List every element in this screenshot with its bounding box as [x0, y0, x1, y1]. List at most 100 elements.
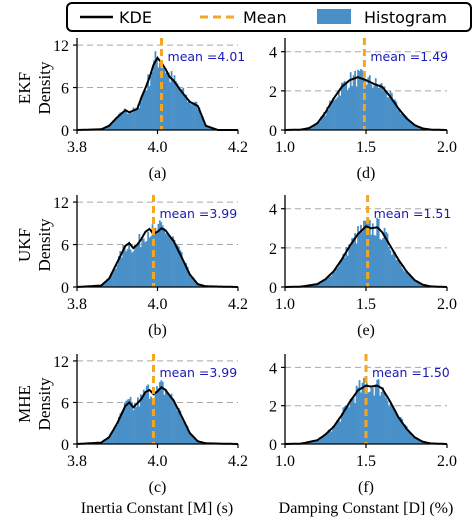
histogram-bar	[176, 83, 179, 130]
histogram-bar	[134, 109, 136, 130]
histogram-bar	[363, 377, 365, 444]
histogram-bar	[197, 441, 199, 444]
histogram-bar	[407, 273, 410, 287]
histogram-bar	[320, 436, 323, 444]
y-tick-label: 2	[269, 399, 277, 416]
histogram-bar	[164, 388, 167, 444]
mean-annotation: mean =1.51	[374, 206, 452, 221]
x-tick-label: 3.8	[67, 139, 87, 156]
histogram-bar	[157, 67, 160, 130]
histogram-bar	[148, 237, 151, 287]
histogram-bar	[318, 121, 321, 130]
histogram-bar	[104, 127, 107, 130]
histogram-bar	[175, 243, 177, 287]
y-tick-label: 6	[61, 81, 69, 98]
panel-c: mean =3.99 0 6 12 3.8 4.0 4.2 (c)	[53, 354, 248, 496]
histogram-bar	[336, 97, 339, 130]
histogram-bar	[393, 99, 396, 130]
x-tick-label: 4.0	[148, 453, 168, 470]
histogram-bar	[107, 438, 110, 444]
histogram-bar	[354, 403, 356, 444]
histogram-bar	[370, 387, 373, 444]
histogram-bar	[189, 103, 192, 130]
histogram-bar	[340, 258, 343, 287]
histogram-bar	[360, 224, 362, 287]
histogram-bar	[107, 125, 110, 130]
histogram-bar	[376, 379, 379, 444]
histogram-bar	[185, 94, 188, 130]
histogram-bar	[330, 101, 333, 130]
histogram-bar	[188, 273, 190, 287]
histogram-bar	[183, 421, 186, 444]
histogram-bar	[410, 275, 412, 287]
histogram-bar	[194, 437, 196, 444]
histogram-bar	[410, 122, 412, 130]
histogram-bar	[335, 422, 337, 444]
histogram-bar	[402, 114, 405, 130]
histogram-bar	[383, 227, 386, 287]
histogram-bar	[405, 116, 408, 130]
histogram-bar	[158, 220, 161, 287]
histogram-bar	[113, 119, 116, 130]
y-tick-label: 0	[61, 280, 69, 297]
histogram-bar	[132, 107, 135, 130]
histogram-bar	[156, 386, 158, 444]
histogram-bar	[191, 434, 193, 444]
histogram-bar	[393, 410, 396, 444]
histogram-bar	[177, 408, 180, 444]
kde-line	[285, 384, 447, 445]
histogram-bar	[125, 111, 128, 130]
histogram-bar	[335, 267, 337, 287]
histogram-bar	[355, 385, 358, 444]
histogram-bar	[195, 281, 198, 287]
mean-annotation: mean =3.99	[159, 206, 237, 221]
histogram-bar	[158, 62, 161, 130]
histogram-bar	[173, 239, 176, 287]
histogram-bar	[374, 235, 377, 287]
histogram-bar	[189, 276, 192, 287]
histogram-bar	[367, 77, 370, 130]
histogram-bar	[358, 70, 361, 130]
panel-label: (a)	[149, 165, 167, 182]
histogram-bar	[386, 97, 389, 130]
histogram-bar	[166, 71, 169, 130]
histogram-bar	[361, 231, 364, 287]
histogram-bar	[110, 123, 113, 130]
histogram-bar	[106, 279, 109, 287]
histogram-bar	[349, 246, 352, 287]
histogram-bar	[150, 75, 152, 130]
histogram-bar	[157, 224, 160, 287]
histogram-bar	[123, 402, 126, 444]
histogram-bar	[199, 285, 202, 287]
histogram-bar	[167, 72, 170, 130]
histogram-bar	[141, 95, 144, 130]
histogram-bar	[317, 440, 320, 444]
panel-label: (e)	[357, 322, 375, 339]
histogram-bar	[194, 101, 196, 130]
histogram-bar	[388, 246, 390, 287]
histogram-bar	[191, 277, 193, 287]
histogram-bar	[411, 277, 414, 287]
histogram-bar	[318, 438, 321, 444]
histogram-bar	[156, 58, 158, 130]
histogram-bar	[141, 239, 144, 287]
y-tick-label: 0	[61, 123, 69, 140]
histogram-bar	[423, 442, 426, 444]
histogram-bar	[169, 395, 171, 444]
histogram-bar	[407, 119, 410, 130]
histogram-bar	[116, 264, 119, 287]
histogram-bar	[414, 438, 417, 444]
histogram-bar	[391, 254, 393, 287]
histogram-bar	[144, 393, 147, 444]
histogram-bar	[166, 234, 169, 287]
histogram-bar	[180, 252, 183, 287]
histogram-bar	[307, 442, 309, 444]
row-method-label: EKF	[15, 72, 34, 104]
x-tick-label: 1.5	[356, 139, 376, 156]
x-tick-label: 1.0	[275, 453, 295, 470]
legend-histogram-swatch	[317, 9, 351, 24]
histogram-bar	[385, 231, 387, 287]
histogram-bar	[166, 392, 169, 444]
histogram-bar	[164, 233, 167, 287]
histogram-bar	[179, 89, 182, 130]
